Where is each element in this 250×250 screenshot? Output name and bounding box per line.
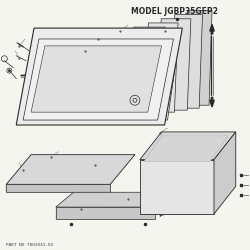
Polygon shape: [23, 39, 174, 120]
Text: PART NO 7002041-02: PART NO 7002041-02: [6, 243, 54, 247]
Polygon shape: [16, 28, 182, 125]
Polygon shape: [214, 132, 236, 214]
Ellipse shape: [8, 70, 10, 71]
Polygon shape: [140, 160, 214, 214]
Polygon shape: [145, 23, 178, 112]
Polygon shape: [140, 132, 236, 160]
Polygon shape: [184, 10, 212, 105]
Polygon shape: [130, 27, 166, 114]
Text: MODEL JGBP35GEP2: MODEL JGBP35GEP2: [131, 7, 218, 16]
FancyArrow shape: [210, 97, 214, 107]
Polygon shape: [56, 192, 172, 207]
Polygon shape: [31, 46, 162, 112]
Polygon shape: [158, 19, 191, 110]
Polygon shape: [6, 184, 110, 192]
Polygon shape: [61, 31, 180, 120]
Polygon shape: [144, 136, 228, 162]
FancyArrow shape: [210, 24, 214, 34]
Polygon shape: [172, 15, 202, 108]
Polygon shape: [6, 155, 135, 184]
Polygon shape: [56, 207, 155, 219]
